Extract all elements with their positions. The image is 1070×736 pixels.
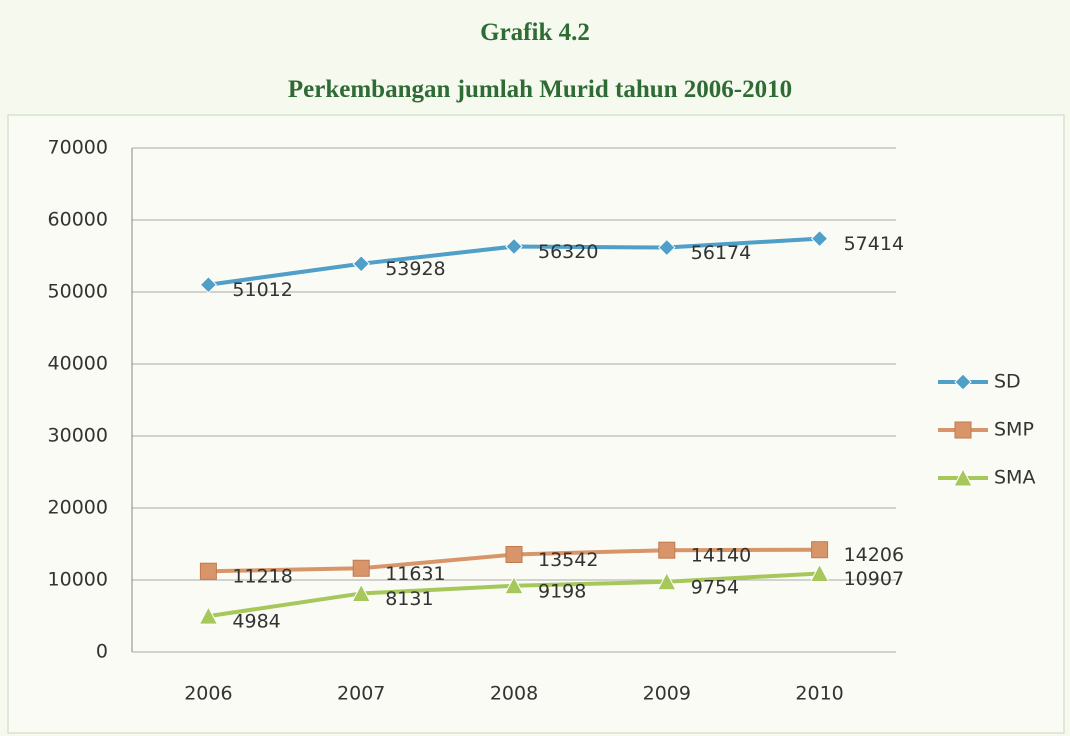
x-tick-label: 2009 [643, 683, 691, 705]
data-point [352, 255, 370, 273]
data-label: 56174 [691, 242, 751, 264]
data-label: 9198 [538, 580, 586, 602]
x-tick-label: 2007 [337, 683, 385, 705]
data-label: 51012 [232, 279, 292, 301]
data-point [352, 559, 370, 577]
data-label: 57414 [844, 233, 904, 255]
data-point [658, 541, 676, 559]
data-label: 11631 [385, 563, 445, 585]
data-point [505, 545, 523, 563]
data-label: 14206 [844, 544, 904, 566]
data-label: 4984 [232, 611, 280, 633]
data-point [658, 238, 676, 257]
data-point [505, 237, 523, 256]
y-tick-label: 30000 [48, 425, 108, 447]
y-tick-label: 70000 [48, 137, 108, 159]
data-point [198, 606, 219, 625]
y-tick-label: 60000 [48, 209, 108, 231]
data-point [656, 571, 677, 591]
data-point [504, 575, 524, 595]
legend-label: SD [994, 371, 1021, 393]
data-label: 9754 [691, 576, 739, 598]
x-tick-label: 2006 [184, 683, 232, 705]
x-tick-label: 2010 [795, 683, 843, 705]
data-label: 53928 [385, 258, 445, 280]
data-point [199, 276, 218, 294]
data-label: 14140 [691, 545, 751, 567]
data-point [199, 562, 217, 580]
data-point [953, 467, 973, 487]
data-label: 56320 [538, 241, 598, 263]
data-label: 11218 [232, 566, 292, 588]
data-point [809, 563, 830, 582]
legend-label: SMA [994, 467, 1035, 489]
chart-frame [7, 114, 1065, 734]
chart-subtitle: Perkembangan jumlah Murid tahun 2006-201… [288, 76, 792, 103]
y-tick-label: 20000 [48, 497, 108, 519]
y-tick-label: 10000 [48, 569, 108, 591]
data-point [954, 373, 972, 391]
data-point [351, 583, 372, 602]
x-tick-label: 2008 [490, 683, 538, 705]
legend-label: SMP [994, 419, 1034, 441]
y-tick-label: 0 [96, 641, 108, 663]
chart-title: Grafik 4.2 [480, 19, 590, 46]
data-point [810, 229, 829, 248]
y-tick-label: 40000 [48, 353, 108, 375]
data-label: 10907 [844, 568, 904, 590]
data-label: 8131 [385, 588, 433, 610]
y-tick-label: 50000 [48, 281, 108, 303]
data-label: 13542 [538, 549, 598, 571]
data-point [811, 541, 829, 559]
data-point [954, 421, 972, 439]
